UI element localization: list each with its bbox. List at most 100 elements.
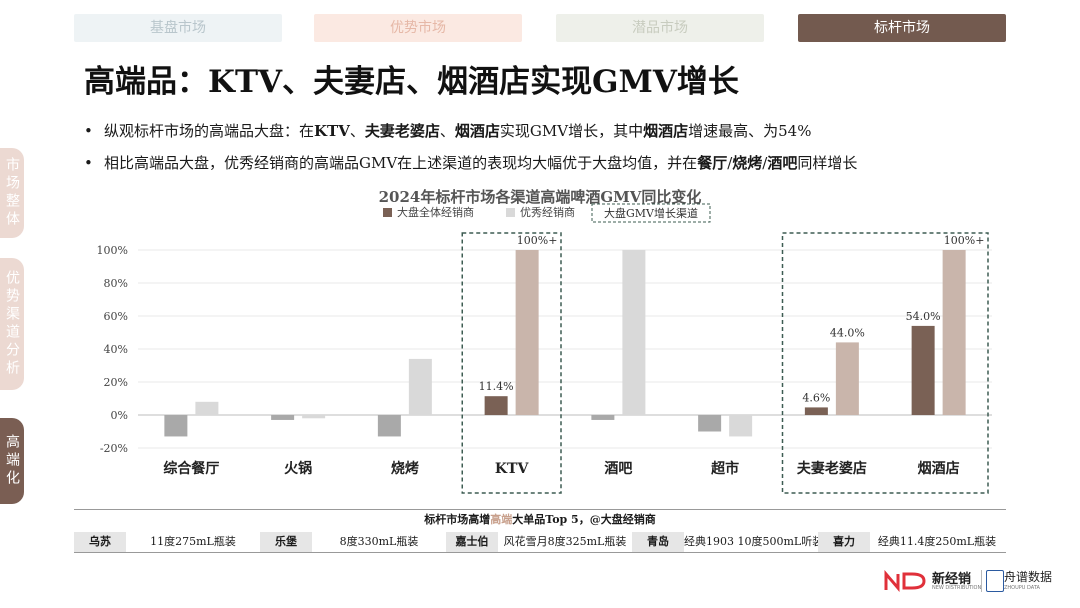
data-label: 100%+ [517, 234, 558, 247]
sidebar-item-channel-analysis[interactable]: 优势渠道分析 [0, 258, 24, 390]
x-category-label: 烧烤 [391, 460, 419, 477]
legend-highlight-box [591, 203, 711, 223]
tab-benchmark-market[interactable]: 标杆市场 [798, 14, 1006, 42]
caption-post: 大单品Top 5，@大盘经销商 [512, 513, 656, 526]
brand2-sub: ZHOUPU DATA [1004, 585, 1040, 591]
caption-pre: 标杆市场高增 [424, 513, 491, 526]
brand1-sub: NEW DISTRIBUTION [932, 585, 982, 591]
bullet-run: 同样增长 [797, 154, 858, 172]
bar-overall [591, 415, 615, 420]
bullet-bold-run: 夫妻老婆店 [364, 122, 440, 140]
bullet-bold-run: 烟酒店 [454, 122, 500, 140]
y-tick-label: 100% [97, 244, 128, 257]
y-tick-label: 80% [104, 277, 128, 290]
x-category-label: 超市 [710, 460, 739, 477]
bullet-run: 相比高端品大盘，优秀经销商的高端品GMV在上述渠道的表现均大幅优于大盘均值，并在 [104, 154, 698, 172]
brand2-name: 舟谱数据 [1004, 570, 1053, 584]
bullet-bold-run: 餐厅 [697, 154, 728, 172]
sidebar-item-market-overview[interactable]: 市场整体 [0, 148, 24, 238]
bar-top-dealer [515, 250, 539, 415]
caption-highlight: 高端 [490, 513, 513, 526]
page-title: 高端品：KTV、夫妻店、烟酒店实现GMV增长 [84, 64, 739, 100]
table-caption: 标杆市场高增高端大单品Top 5，@大盘经销商 [74, 509, 1006, 530]
spec-cell: 风花雪月8度325mL瓶装 [503, 535, 627, 548]
bar-top-dealer [835, 342, 859, 415]
bullet-text: 相比高端品大盘，优秀经销商的高端品GMV在上述渠道的表现均大幅优于大盘均值，并在… [104, 154, 857, 172]
x-category-label: KTV [495, 461, 530, 477]
tab-base-market[interactable]: 基盘市场 [74, 14, 282, 42]
bar-overall [377, 415, 401, 437]
bar-overall [484, 396, 508, 415]
brand-cell: 喜力 [818, 532, 870, 552]
brand-cell: 乌苏 [74, 532, 126, 552]
y-tick-label: 0% [111, 409, 128, 422]
legend-label-highlight: 大盘GMV增长渠道 [604, 206, 698, 220]
bullet-text: 纵观标杆市场的高端品大盘：在KTV、夫妻老婆店、烟酒店实现GMV增长，其中烟酒店… [104, 122, 811, 140]
bullet-run: 、 [439, 122, 455, 140]
sidebar-item-label: 市场整体 [4, 157, 20, 229]
tab-potential-market[interactable]: 潜品市场 [556, 14, 764, 42]
bar-top-dealer [622, 250, 646, 415]
bar-top-dealer [302, 415, 326, 419]
bar-overall [698, 415, 722, 432]
sidebar-item-label: 高端化 [4, 434, 20, 488]
legend-label-overall: 大盘全体经销商 [397, 205, 474, 219]
bar-overall [271, 415, 295, 420]
bar-top-dealer [195, 401, 219, 415]
logo-divider [981, 570, 982, 592]
data-label: 11.4% [479, 380, 514, 393]
bar-top-dealer [408, 358, 432, 415]
x-category-label: 烟酒店 [918, 460, 960, 477]
bar-overall [164, 415, 188, 437]
highlight-channel-box [461, 232, 562, 494]
brand-cell: 嘉士伯 [446, 532, 498, 552]
data-label: 44.0% [830, 326, 865, 339]
y-tick-label: 40% [104, 343, 128, 356]
chart-title: 2024年标杆市场各渠道高端啤酒GMV同比变化 [378, 188, 702, 206]
x-category-label: 火锅 [284, 461, 312, 477]
spec-cell: 8度330mL瓶装 [339, 535, 419, 548]
y-tick-label: 60% [104, 310, 128, 323]
bar-overall [911, 325, 935, 415]
x-category-label: 夫妻老婆店 [797, 460, 867, 477]
spec-cell: 经典11.4度250mL瓶装 [877, 535, 997, 548]
bullet-run: / [762, 154, 768, 172]
spec-cell: 经典1903 10度500mL听装 [684, 535, 824, 548]
data-label: 100%+ [944, 234, 985, 247]
table-row: 乌苏 11度275mL瓶装 乐堡 8度330mL瓶装 嘉士伯 风花雪月8度325… [74, 532, 1006, 553]
bullet-run: 实现GMV增长，其中 [499, 122, 644, 140]
brand1-name: 新经销 [932, 572, 972, 587]
sidebar-item-label: 优势渠道分析 [4, 270, 20, 378]
data-label: 54.0% [906, 310, 941, 323]
bullet-bold-run: 酒吧 [767, 154, 798, 172]
data-label: 4.6% [802, 391, 830, 404]
highlight-channel-box [781, 232, 989, 494]
bullet-run: 增速最高、为54% [688, 122, 812, 140]
footer-logos: 新经销 NEW DISTRIBUTION 舟谱数据 ZHOUPU DATA [884, 566, 1054, 596]
bullet-run: 、 [349, 122, 365, 140]
bullet-item: • 纵观标杆市场的高端品大盘：在KTV、夫妻老婆店、烟酒店实现GMV增长，其中烟酒… [80, 122, 1060, 140]
y-tick-label: -20% [100, 442, 128, 455]
bar-overall [804, 407, 828, 415]
x-category-label: 综合餐厅 [163, 460, 219, 477]
sidebar-item-premiumization[interactable]: 高端化 [0, 418, 24, 504]
brand-cell: 乐堡 [260, 532, 312, 552]
y-tick-label: 20% [104, 376, 128, 389]
bullet-bold-run: 烧烤 [732, 154, 763, 172]
bullet-run: / [727, 154, 733, 172]
bullet-bold-run: 烟酒店 [643, 122, 689, 140]
bullet-item: • 相比高端品大盘，优秀经销商的高端品GMV在上述渠道的表现均大幅优于大盘均值，并… [80, 154, 1060, 172]
x-category-label: 酒吧 [604, 461, 632, 477]
bullet-run: 纵观标杆市场的高端品大盘：在 [104, 122, 315, 140]
bullet-dot: • [84, 154, 93, 172]
legend-swatch-top-dealer [506, 208, 515, 217]
new-distribution-logo-icon [884, 570, 926, 592]
legend-swatch-overall [383, 208, 392, 217]
brand-cell: 青岛 [632, 532, 684, 552]
tab-advantage-market[interactable]: 优势市场 [314, 14, 522, 42]
bar-top-dealer [942, 250, 966, 415]
bullet-dot: • [84, 122, 93, 140]
zhoupu-logo-icon [986, 570, 1004, 592]
bullet-list: • 纵观标杆市场的高端品大盘：在KTV、夫妻老婆店、烟酒店实现GMV增长，其中烟酒… [80, 122, 1060, 186]
